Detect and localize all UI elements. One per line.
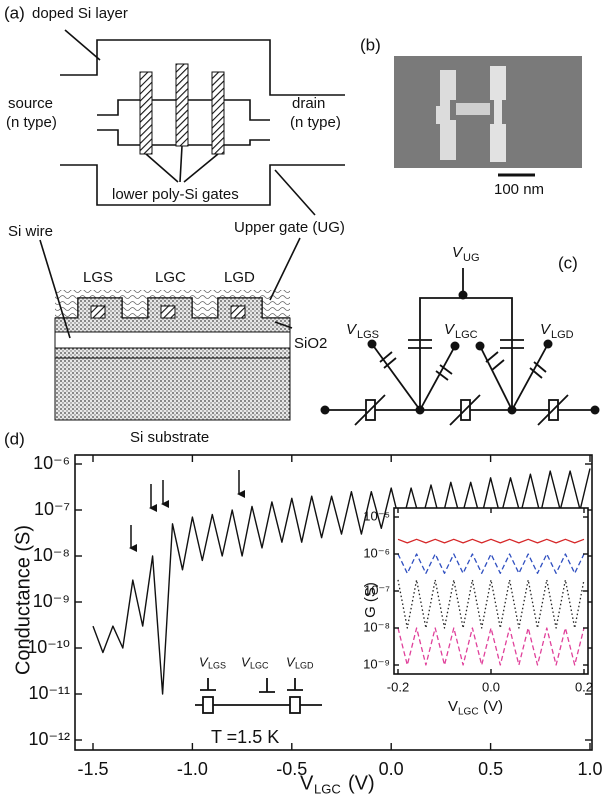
label: LGD (551, 329, 574, 341)
y-tick-label: 10⁻¹¹ (28, 683, 70, 703)
plot-lines (92, 468, 591, 695)
label: V (241, 654, 251, 669)
label: 100 nm (494, 181, 544, 198)
inset-x-axis-label: V (448, 698, 458, 715)
label: LGS (83, 269, 113, 286)
x-tick-label: 1.0 (577, 759, 602, 779)
x-tick-label: 0.2 (575, 679, 593, 694)
gate (90, 305, 106, 319)
data-line (397, 579, 585, 629)
gate (160, 305, 176, 319)
y-tick-label: 10⁻¹⁰ (27, 637, 70, 657)
label: source (8, 95, 53, 112)
label: LGC (455, 329, 478, 341)
inset-background (394, 508, 588, 674)
x-tick-label: 0.0 (379, 759, 404, 779)
substrate (54, 357, 291, 421)
label: LGS (208, 660, 226, 670)
inset-circuit (195, 678, 322, 714)
label: LGC (250, 660, 269, 670)
inset-x-axis-label: (V) (483, 698, 503, 715)
label: SiO2 (294, 335, 327, 352)
y-axis-label: Conductance (S) (12, 525, 34, 675)
cross-section (39, 237, 301, 421)
pointer (64, 29, 101, 61)
label: Upper gate (UG) (234, 219, 345, 236)
label: LGS (357, 329, 379, 341)
sem-image (394, 56, 582, 177)
panel-label: (d) (4, 429, 25, 448)
gate (139, 71, 153, 155)
si-wire (54, 331, 291, 349)
pointer (274, 169, 316, 216)
sem-feature (490, 66, 506, 162)
label: (n type) (6, 114, 57, 131)
gate (211, 71, 225, 155)
x-tick-label: 0.5 (478, 759, 503, 779)
label: Si wire (8, 223, 53, 240)
gate (175, 63, 189, 147)
data-line (397, 627, 585, 666)
label: V (444, 321, 456, 338)
y-tick-label: 10⁻⁶ (33, 453, 70, 473)
pointer (269, 237, 301, 301)
circuit (325, 268, 595, 426)
y-tick-label: 10⁻¹² (28, 729, 70, 749)
x-tick-label: -1.5 (77, 759, 108, 779)
x-tick-label: -1.0 (177, 759, 208, 779)
label: (n type) (290, 114, 341, 131)
label: V (199, 654, 209, 669)
label: LGC (155, 269, 186, 286)
x-tick-label: -0.2 (387, 679, 409, 694)
y-tick-label: 10⁻⁷ (364, 582, 390, 597)
temperature-label: T =1.5 K (211, 727, 279, 747)
inset-x-axis-label: LGC (458, 707, 479, 718)
x-axis-label: (V) (348, 772, 375, 794)
layer-outline (60, 39, 345, 96)
top-view (60, 29, 345, 216)
y-tick-label: 10⁻⁶ (363, 545, 390, 560)
inset-y-axis-label: G (S) (362, 582, 379, 618)
sem-feature (436, 70, 456, 160)
x-tick-label: 0.0 (482, 679, 500, 694)
label: lower poly-Si gates (112, 186, 239, 203)
label: Si substrate (130, 429, 209, 446)
label: V (286, 654, 296, 669)
oxide (54, 347, 291, 359)
circuit-nodes (320, 290, 600, 415)
y-tick-label: 10⁻⁵ (363, 508, 390, 523)
label: V (452, 244, 464, 261)
layer-outline (60, 164, 345, 206)
y-tick-label: 10⁻⁷ (34, 499, 70, 519)
y-tick-label: 10⁻⁹ (33, 591, 70, 611)
label: drain (292, 95, 325, 112)
x-axis-label: LGC (314, 781, 341, 794)
label: LGD (224, 269, 255, 286)
label: doped Si layer (32, 5, 128, 22)
panel-label: (c) (558, 253, 578, 272)
pointer (274, 321, 293, 329)
x-axis-label: V (300, 772, 314, 794)
panel-label: (b) (360, 35, 381, 54)
sem-feature (456, 103, 490, 115)
x-tick-label: -0.5 (276, 759, 307, 779)
gate (230, 305, 246, 319)
label: V (346, 321, 358, 338)
pointer (39, 239, 71, 339)
pointer (145, 145, 219, 183)
label: LGD (295, 660, 314, 670)
data-line (397, 538, 585, 544)
label: V (540, 321, 552, 338)
y-tick-label: 10⁻⁸ (33, 545, 70, 565)
y-tick-label: 10⁻⁸ (363, 619, 390, 634)
data-line (92, 468, 591, 695)
plot-lines (397, 538, 585, 666)
panel-label: (a) (4, 3, 25, 22)
y-tick-label: 10⁻⁹ (363, 656, 390, 671)
label: UG (463, 252, 480, 264)
arrows (129, 470, 245, 552)
